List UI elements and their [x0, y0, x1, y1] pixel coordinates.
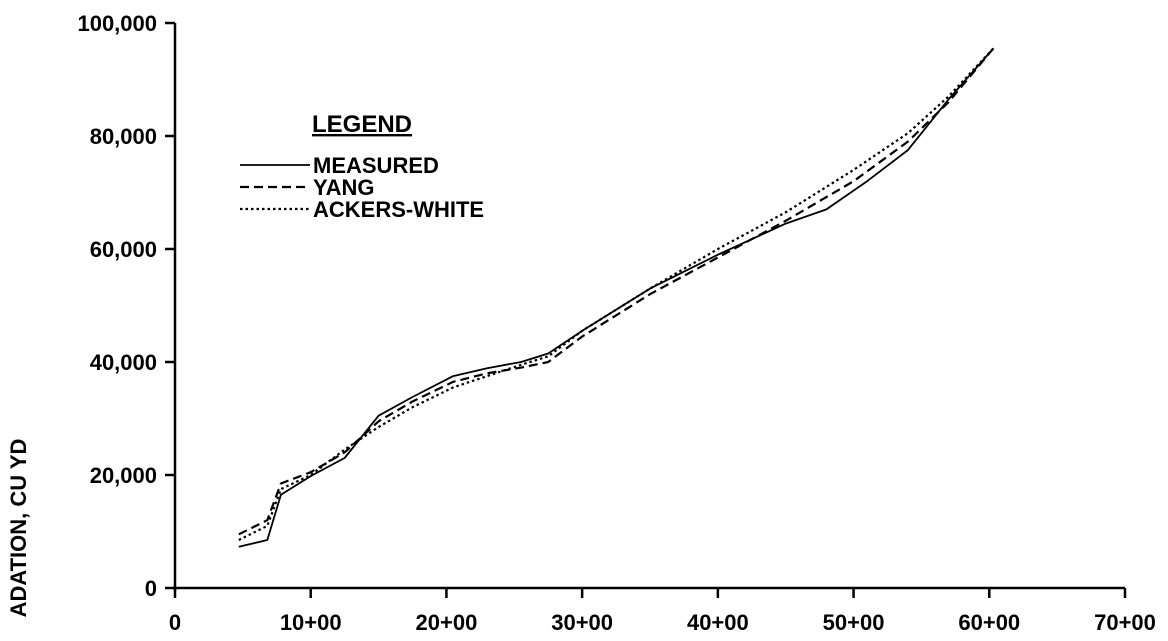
x-tick-label: 50+00 — [823, 610, 885, 635]
y-tick-label: 80,000 — [90, 124, 157, 149]
legend-label: MEASURED — [313, 153, 439, 178]
legend-title: LEGEND — [312, 111, 412, 138]
x-tick-label: 30+00 — [551, 610, 613, 635]
x-tick-label: 20+00 — [416, 610, 478, 635]
x-tick-label: 60+00 — [958, 610, 1020, 635]
y-tick-label: 60,000 — [90, 237, 157, 262]
x-tick-label: 40+00 — [687, 610, 749, 635]
y-tick-label: 100,000 — [77, 11, 157, 36]
series-layer — [238, 47, 995, 548]
y-axis-title: ADATION, CU YD — [6, 439, 31, 618]
series-line-ackers-white — [238, 47, 995, 541]
x-tick-label: 0 — [169, 610, 181, 635]
y-tick-label: 0 — [145, 576, 157, 601]
x-tick-label: 10+00 — [280, 610, 342, 635]
series-line-measured — [238, 47, 995, 548]
series-line-yang — [238, 47, 995, 536]
x-tick-label: 70+00 — [1094, 610, 1156, 635]
y-tick-label: 40,000 — [90, 350, 157, 375]
legend-label: YANG — [313, 175, 375, 200]
chart-axes — [173, 23, 1125, 591]
axis-ticks: 0 20,000 40,000 60,000 80,000 100,000 0 10+00 20… — [77, 11, 1155, 635]
legend-label: ACKERS-WHITE — [313, 197, 484, 222]
y-tick-label: 20,000 — [90, 463, 157, 488]
